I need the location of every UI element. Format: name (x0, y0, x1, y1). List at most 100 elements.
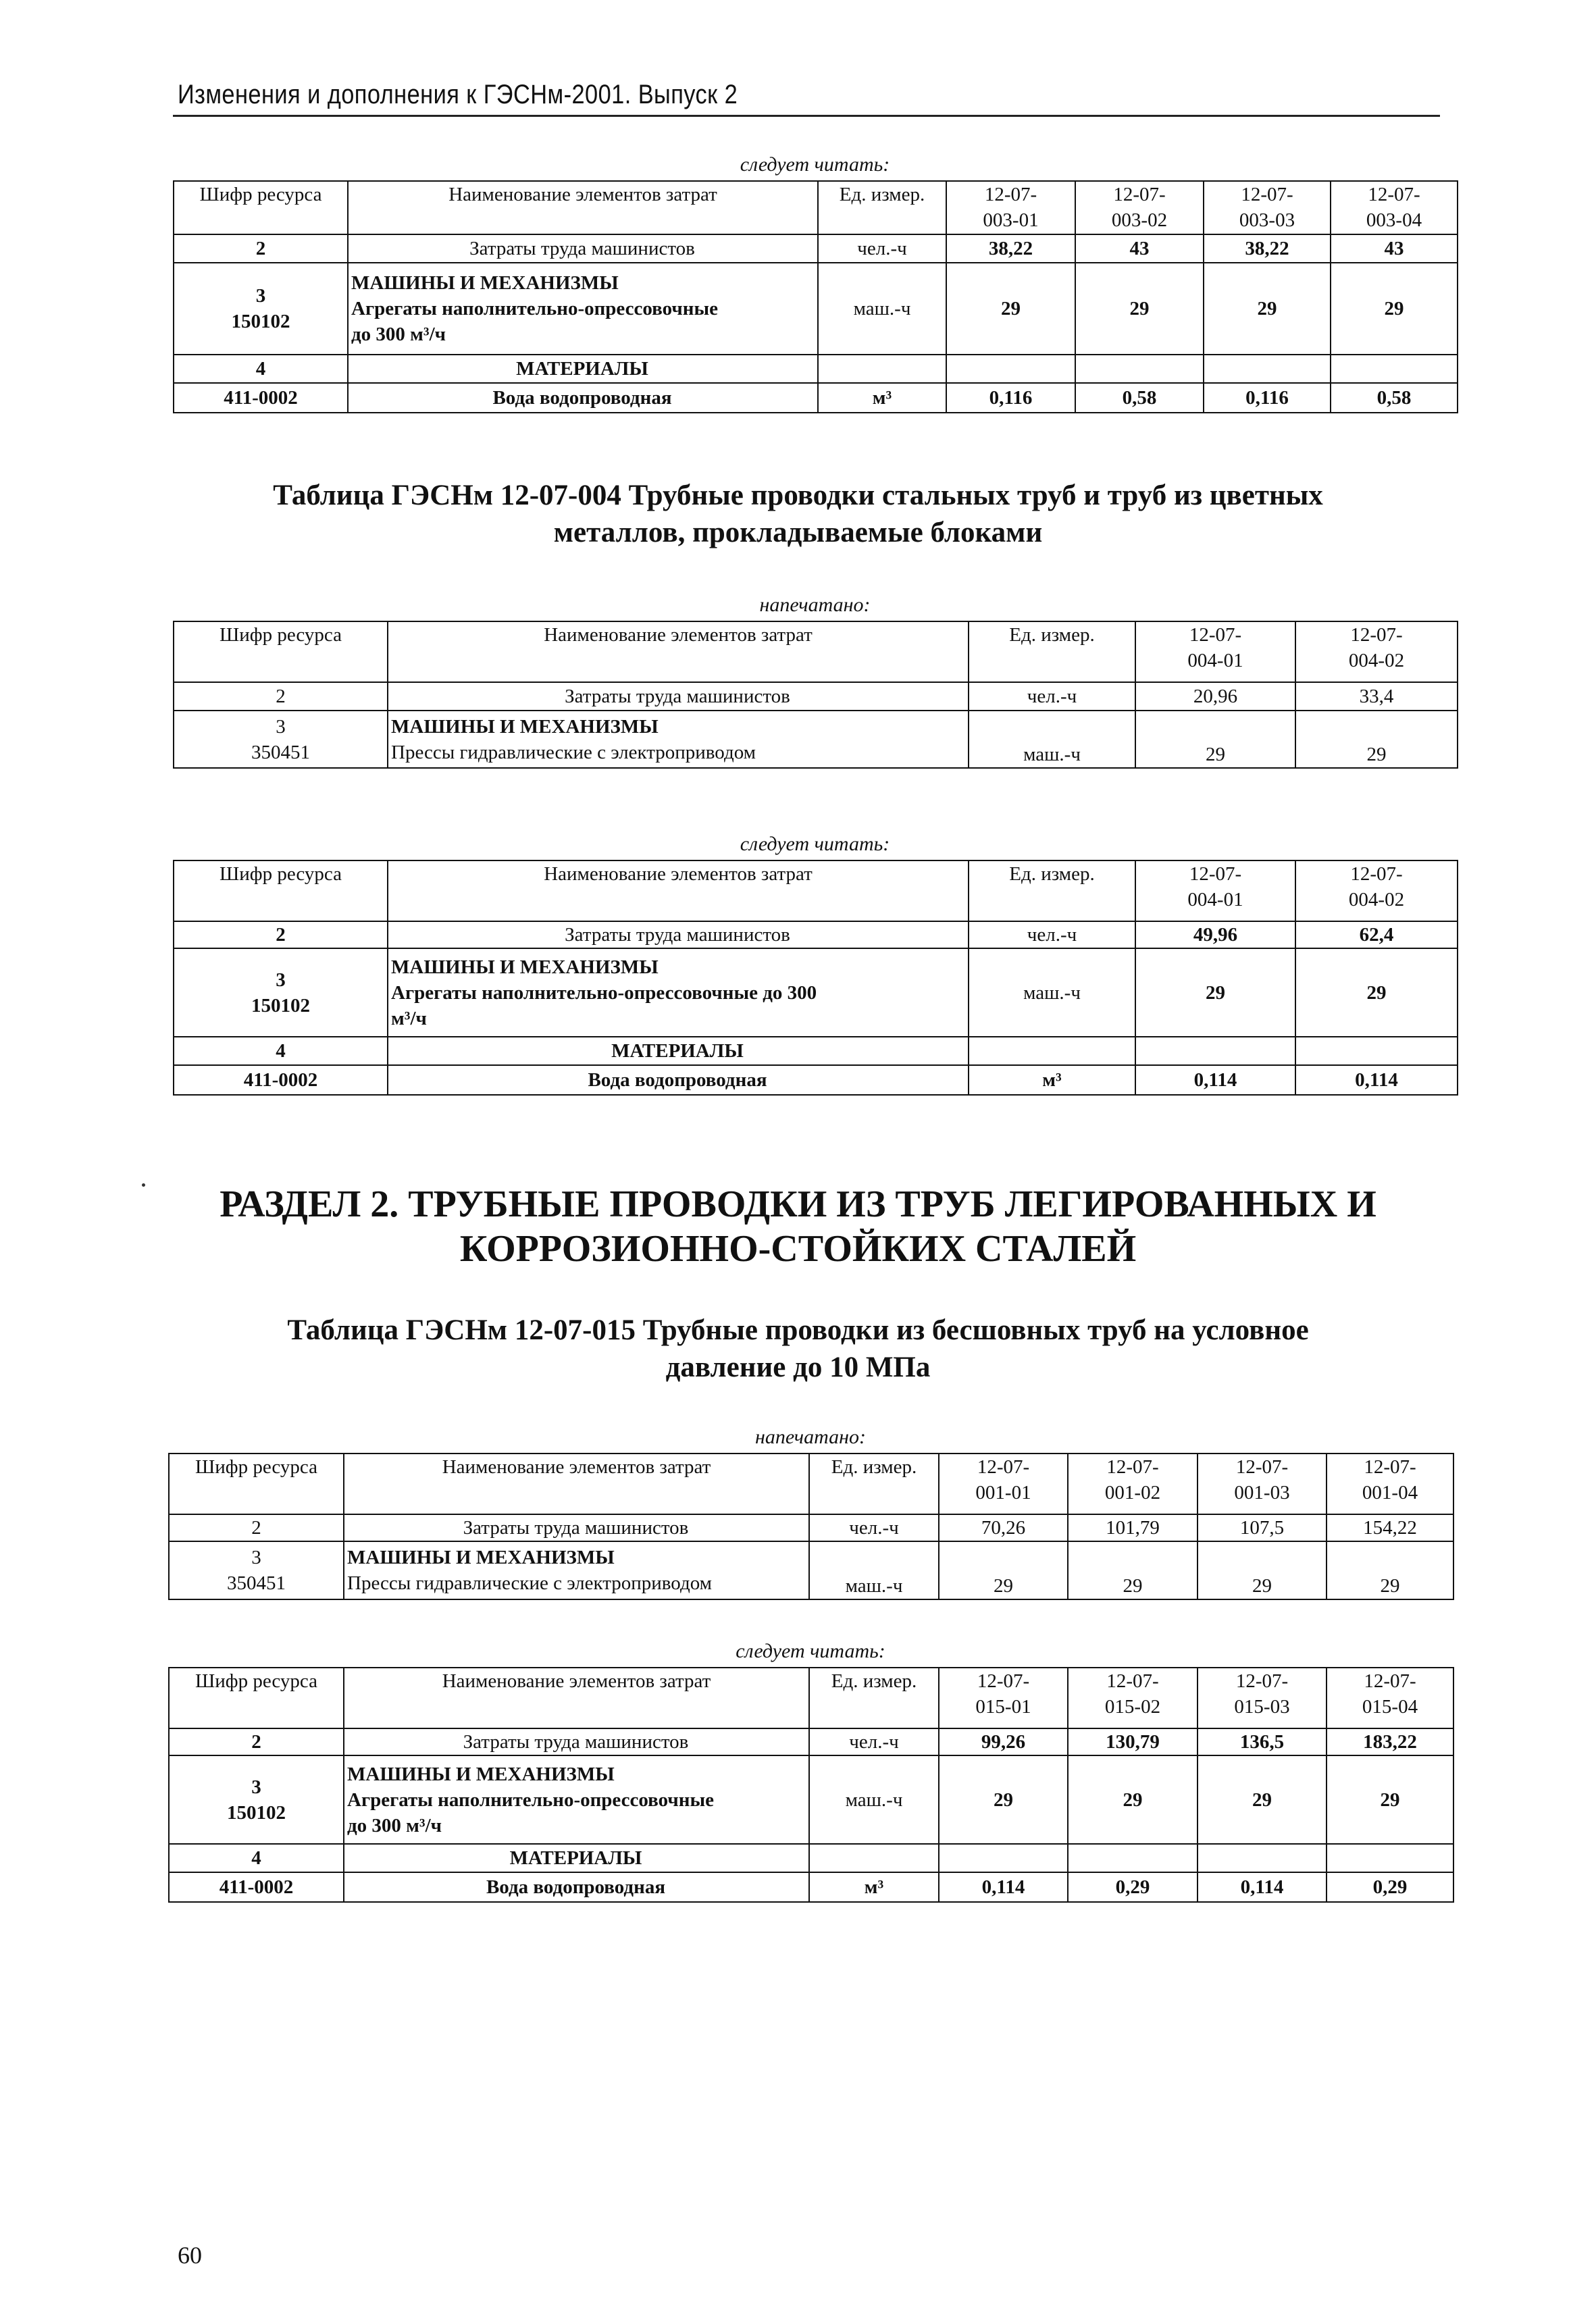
header-norm-code: 12-07- 015-01 (938, 1667, 1069, 1729)
table-row: 2 Затраты труда машинистов чел.-ч 38,22 43 38… (173, 234, 1458, 263)
table-caption: напечатано: (759, 594, 871, 616)
cost-element-name: Затраты труда машинистов (387, 682, 969, 711)
page-number: 60 (178, 2242, 202, 2269)
table-header-row: Шифр ресурса Наименование элементов затра… (173, 180, 1458, 235)
header-name: Наименование элементов затрат (387, 860, 969, 922)
resource-name: Прессы гидравлические с электроприводом (391, 741, 756, 763)
unit: чел.-ч (817, 234, 947, 263)
resource-name: до 300 м³/ч (351, 324, 446, 345)
resource-code: 3 150102 (173, 948, 388, 1037)
header-norm-code-line: 015-01 (975, 1696, 1031, 1718)
norm-value: 0,116 (946, 382, 1076, 413)
unit: м³ (817, 382, 947, 413)
table-row: 3 350451 МАШИНЫ И МЕХАНИЗМЫ Прессы гидравли… (168, 1541, 1454, 1600)
resource-name: Затраты труда машинистов (469, 238, 695, 259)
norm-value: 29 (1067, 1755, 1198, 1845)
norm-value: 29 (1197, 1541, 1327, 1600)
table-004-title-line: металлов, прокладываемые блоками (553, 517, 1043, 548)
unit: маш.-ч (817, 262, 947, 355)
header-norm-code-line: 015-03 (1234, 1696, 1290, 1718)
norm-value: 0,58 (1330, 382, 1458, 413)
norm-value: 29 (1135, 710, 1296, 769)
resource-code-line: 2 (255, 238, 266, 259)
group-heading: МАТЕРИАЛЫ (611, 1040, 744, 1062)
header-norm-code: 12-07- 001-01 (938, 1453, 1069, 1515)
header-norm-code: 12-07- 004-01 (1135, 621, 1296, 683)
header-norm-code-line: 12-07- (1368, 184, 1420, 205)
norm-value (938, 1843, 1069, 1873)
norm-value: 99,26 (938, 1728, 1069, 1756)
resource-name: Затраты труда машинистов (565, 924, 790, 946)
header-norm-code: 12-07- 015-03 (1197, 1667, 1327, 1729)
unit: м³ (968, 1064, 1136, 1096)
cost-table: Шифр ресурса Наименование элементов затра… (173, 621, 1458, 769)
norm-value (946, 354, 1076, 384)
table-015-title-line: Таблица ГЭСНм 12-07-015 Трубные проводки… (287, 1314, 1309, 1346)
table-row: 3 150102 МАШИНЫ И МЕХАНИЗМЫ Агрегаты наполн… (168, 1755, 1454, 1845)
header-norm-code-line: 12-07- (977, 1456, 1030, 1478)
norm-value: 62,4 (1295, 921, 1458, 949)
header-norm-code-line: 004-02 (1348, 650, 1405, 671)
section-title: РАЗДЕЛ 2. ТРУБНЫЕ ПРОВОДКИ ИЗ ТРУБ ЛЕГИР… (0, 1182, 1596, 1271)
norm-value: 136,5 (1197, 1728, 1327, 1756)
norm-value: 29 (938, 1755, 1069, 1845)
norm-value (1075, 354, 1204, 384)
cost-table: Шифр ресурса Наименование элементов затра… (173, 860, 1458, 1096)
resource-code-line: 350451 (251, 741, 310, 763)
header-name: Наименование элементов затрат (387, 621, 969, 683)
unit: маш.-ч (808, 1755, 939, 1845)
norm-value: 29 (1295, 710, 1458, 769)
cost-element-name: МАШИНЫ И МЕХАНИЗМЫ Агрегаты наполнительно… (343, 1755, 810, 1845)
cost-element-name: Затраты труда машинистов (347, 234, 819, 263)
resource-code-line: 411-0002 (224, 387, 298, 409)
table-015-title: Таблица ГЭСНм 12-07-015 Трубные проводки… (0, 1312, 1596, 1386)
norm-value: 101,79 (1067, 1514, 1198, 1542)
header-norm-code-line: 001-03 (1234, 1482, 1290, 1503)
resource-name: Вода водопроводная (492, 387, 672, 409)
norm-value: 0,29 (1067, 1872, 1198, 1903)
header-norm-code: 12-07- 003-01 (946, 180, 1076, 235)
norm-value: 29 (1197, 1755, 1327, 1845)
section-title-line: КОРРОЗИОННО-СТОЙКИХ СТАЛЕЙ (459, 1228, 1137, 1270)
resource-code: 411-0002 (168, 1872, 344, 1903)
norm-value: 29 (1135, 948, 1296, 1037)
unit (968, 1036, 1136, 1066)
resource-name: Прессы гидравлические с электроприводом (347, 1572, 713, 1594)
resource-code-line: 350451 (227, 1572, 286, 1594)
resource-code-line: 150102 (227, 1801, 286, 1824)
header-norm-code-line: 015-02 (1104, 1696, 1161, 1718)
header-rule (173, 115, 1440, 117)
norm-value: 38,22 (946, 234, 1076, 263)
table-015-title-line: давление до 10 МПа (665, 1352, 931, 1383)
header-norm-code-line: 12-07- (1189, 863, 1242, 885)
resource-code: 4 (173, 1036, 388, 1066)
resource-name: Агрегаты наполнительно-опрессовочные до … (391, 981, 817, 1004)
header-norm-code-line: 12-07- (1350, 624, 1403, 646)
header-norm-code-line: 12-07- (1241, 184, 1293, 205)
table-004-title-line: Таблица ГЭСНм 12-07-004 Трубные проводки… (273, 480, 1323, 511)
header-code: Шифр ресурса (168, 1453, 344, 1515)
unit (808, 1843, 939, 1873)
header-norm-code-line: 12-07- (1235, 1670, 1289, 1692)
cost-element-name: Вода водопроводная (343, 1872, 810, 1903)
norm-value: 0,114 (1197, 1872, 1327, 1903)
resource-code-line: 3 (276, 969, 286, 991)
resource-name: Агрегаты наполнительно-опрессовочные (347, 1789, 714, 1811)
header-name: Наименование элементов затрат (347, 180, 819, 235)
cost-element-name: МАТЕРИАЛЫ (343, 1843, 810, 1873)
header-norm-code-line: 12-07- (1364, 1456, 1416, 1478)
cost-element-name: МАШИНЫ И МЕХАНИЗМЫ Агрегаты наполнительно… (387, 948, 969, 1037)
norm-value (1295, 1036, 1458, 1066)
resource-code-line: 3 (255, 285, 266, 307)
header-unit: Ед. измер. (968, 621, 1136, 683)
header-norm-code-line: 12-07- (1113, 184, 1166, 205)
resource-code: 4 (173, 354, 349, 384)
header-norm-code: 12-07- 004-01 (1135, 860, 1296, 922)
resource-code: 3 150102 (173, 262, 349, 355)
resource-code-line: 150102 (251, 994, 310, 1017)
norm-value: 29 (946, 262, 1076, 355)
header-norm-code-line: 004-01 (1187, 889, 1243, 910)
header-norm-code-line: 003-04 (1366, 209, 1422, 231)
table-row: 411-0002 Вода водопроводная м³ 0,114 0,29 0,1… (168, 1872, 1454, 1903)
header-norm-code-line: 015-04 (1362, 1696, 1418, 1718)
